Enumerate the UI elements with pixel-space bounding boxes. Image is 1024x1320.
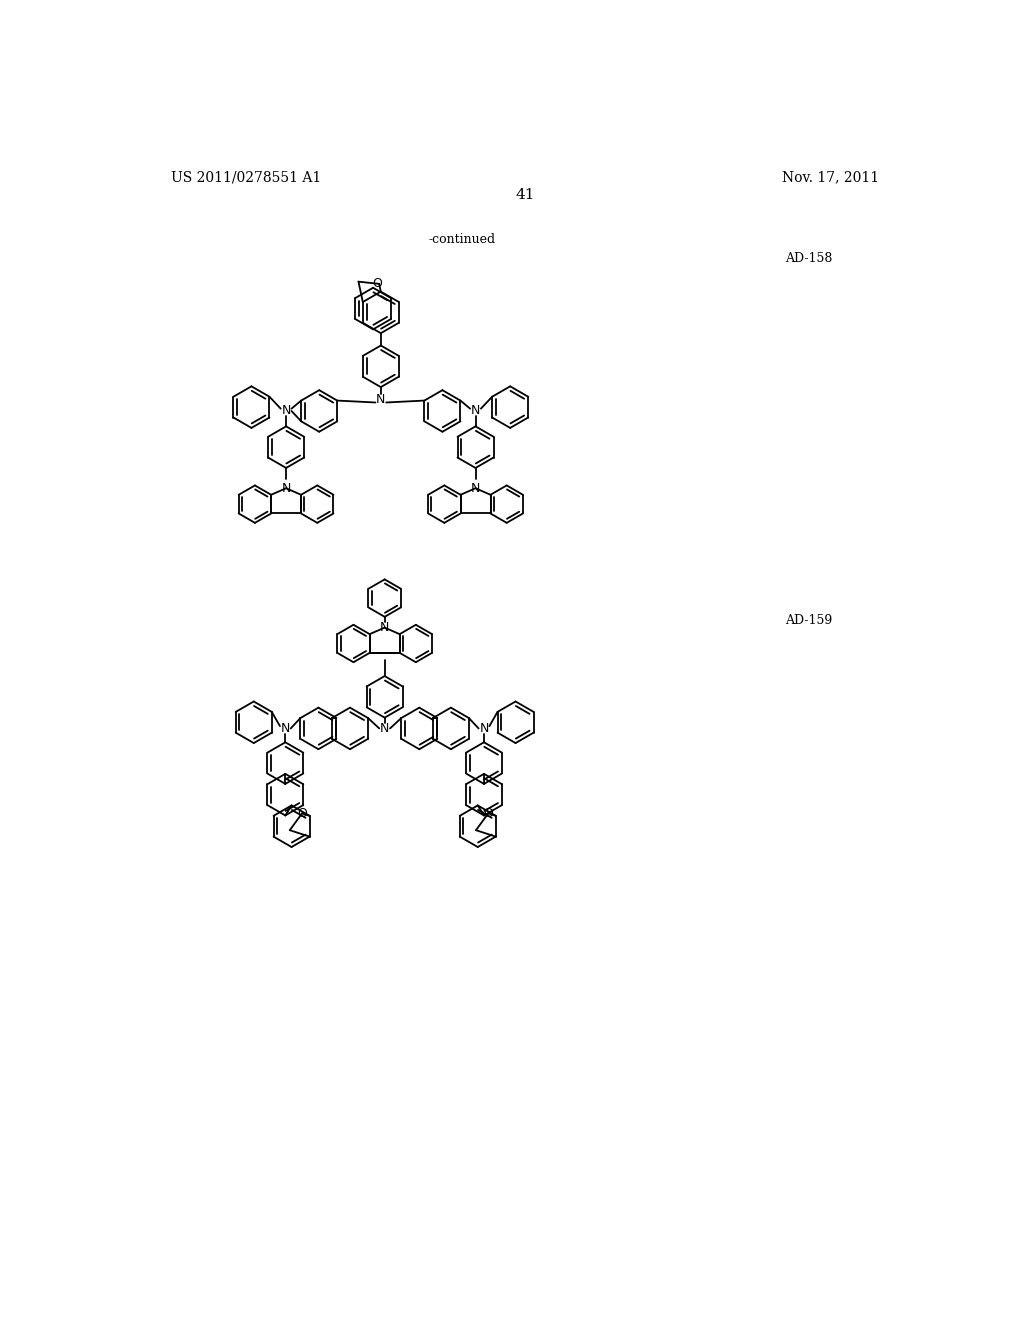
Text: Nov. 17, 2011: Nov. 17, 2011 [782,170,879,185]
Text: O: O [297,807,307,820]
Text: N: N [380,622,389,634]
Text: N: N [479,722,488,735]
Text: -continued: -continued [428,232,496,246]
Text: N: N [380,722,389,735]
Text: AD-158: AD-158 [785,252,833,265]
Text: N: N [282,482,291,495]
Text: AD-159: AD-159 [785,614,833,627]
Text: O: O [373,277,383,290]
Text: O: O [483,807,494,820]
Text: N: N [281,722,290,735]
Text: N: N [471,482,480,495]
Text: N: N [471,404,480,417]
Text: 41: 41 [515,189,535,202]
Text: N: N [376,393,385,407]
Text: N: N [282,404,291,417]
Text: US 2011/0278551 A1: US 2011/0278551 A1 [171,170,321,185]
